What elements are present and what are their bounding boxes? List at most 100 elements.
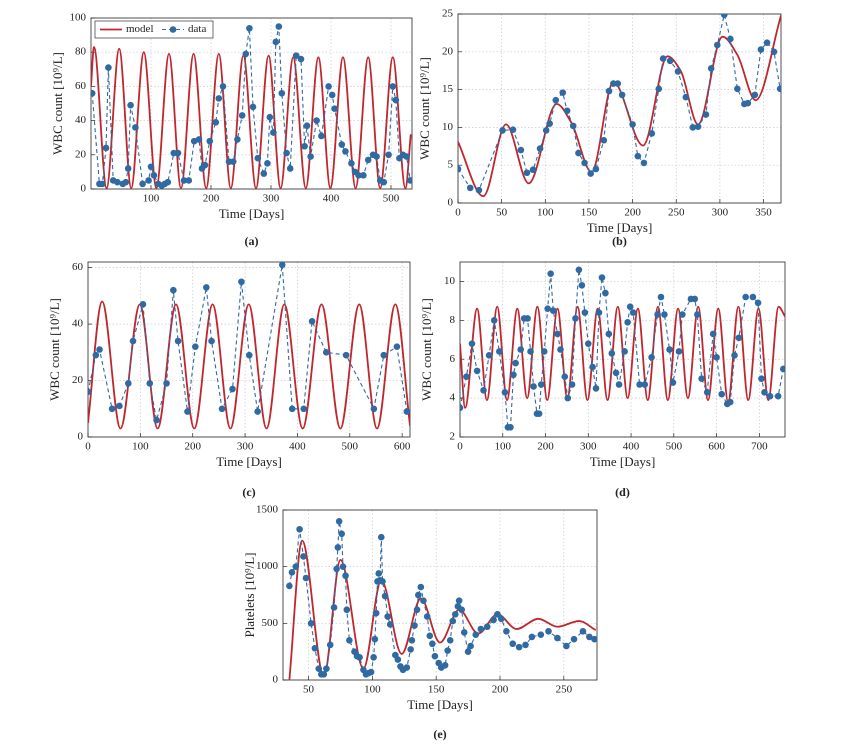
- data-point: [449, 617, 457, 625]
- data-point: [497, 615, 505, 623]
- data-point: [661, 311, 668, 318]
- data-point: [544, 305, 551, 312]
- data-point: [342, 148, 349, 155]
- x-tick-label: 0: [457, 441, 463, 453]
- data-point: [731, 352, 738, 359]
- data-point: [394, 656, 402, 663]
- x-tick-label: 50: [496, 207, 508, 219]
- panel: 0 20 40 60 80 100 100 200 300 400 500 Time [Days] WB…: [50, 12, 413, 248]
- data-point: [581, 309, 589, 316]
- data-point: [563, 107, 571, 115]
- data-point: [529, 166, 537, 174]
- data-point: [184, 408, 191, 415]
- data-point: [145, 177, 152, 184]
- data-point: [536, 145, 544, 152]
- data-point: [139, 180, 146, 188]
- data-point: [386, 621, 394, 628]
- data-point: [348, 160, 355, 167]
- data-point: [415, 591, 422, 599]
- data-point: [301, 142, 308, 150]
- y-tick-label: 20: [75, 148, 87, 160]
- data-point: [559, 89, 567, 96]
- data-point: [270, 129, 277, 136]
- data-point: [114, 178, 121, 186]
- panel-label: (e): [433, 727, 446, 741]
- plot-frame: [90, 17, 413, 190]
- data-point: [406, 177, 412, 184]
- data-point: [568, 381, 576, 388]
- data-point: [379, 578, 386, 585]
- data-point: [389, 83, 397, 90]
- y-tick-label: 10: [444, 275, 456, 287]
- x-tick-label: 300: [263, 193, 280, 205]
- data-point: [330, 604, 338, 611]
- data-point: [475, 186, 483, 194]
- data-point: [480, 387, 487, 394]
- y-tick-label: 40: [75, 114, 87, 126]
- data-point: [718, 390, 726, 398]
- data-point: [679, 311, 686, 318]
- data-point: [537, 381, 545, 388]
- y-tick-label: 500: [262, 617, 279, 629]
- data-point: [146, 380, 154, 387]
- data-point: [264, 160, 271, 167]
- data-point: [621, 348, 628, 355]
- data-point: [608, 350, 616, 357]
- data-point: [206, 137, 214, 145]
- data-point: [105, 64, 112, 71]
- data-point: [343, 606, 351, 614]
- data-point: [563, 642, 570, 650]
- x-tick-label: 500: [666, 441, 683, 453]
- data-point: [507, 423, 514, 431]
- data-point: [300, 553, 307, 560]
- x-tick-label: 300: [712, 207, 729, 219]
- data-point: [586, 633, 593, 641]
- y-tick-label: 2: [450, 431, 456, 443]
- data-point: [102, 144, 110, 152]
- data-point: [648, 130, 656, 137]
- data-point: [325, 83, 332, 90]
- data-point: [698, 375, 705, 382]
- data-point: [494, 610, 501, 618]
- y-tick-label: 1000: [256, 560, 279, 572]
- data-point: [490, 616, 497, 624]
- data-point: [208, 337, 215, 345]
- x-tick-label: 100: [495, 441, 512, 453]
- data-point: [356, 654, 363, 661]
- data-point: [286, 582, 293, 590]
- x-tick-label: 50: [303, 684, 315, 696]
- data-point: [770, 48, 778, 56]
- data-point: [153, 416, 160, 424]
- x-axis-label: Time [Days]: [407, 697, 473, 712]
- data-point: [460, 629, 468, 636]
- data-point: [648, 353, 655, 361]
- data-point: [615, 381, 623, 388]
- data-point: [709, 330, 717, 338]
- data-point: [629, 121, 636, 128]
- model-line: [458, 15, 781, 198]
- data-point: [163, 380, 170, 387]
- data-point: [377, 533, 385, 541]
- data-point: [88, 388, 92, 396]
- data-point: [460, 404, 464, 412]
- data-point: [355, 172, 362, 179]
- x-tick-label: 100: [537, 207, 554, 219]
- data-point: [483, 623, 491, 631]
- data-point: [278, 89, 286, 97]
- x-tick-label: 250: [668, 207, 685, 219]
- data-point: [510, 371, 517, 379]
- x-axis-label: Time [Days]: [216, 454, 282, 469]
- data-point: [313, 117, 320, 124]
- data-point: [307, 153, 314, 160]
- x-tick-label: 600: [394, 441, 411, 453]
- data-point: [372, 609, 380, 617]
- data-point: [441, 661, 449, 669]
- data-point: [338, 530, 346, 538]
- data-point: [170, 286, 177, 294]
- data-point: [528, 633, 536, 641]
- data-point: [751, 91, 759, 99]
- data-point: [570, 635, 578, 643]
- data-point: [757, 46, 765, 53]
- data-point: [477, 625, 485, 633]
- data-point: [674, 68, 682, 75]
